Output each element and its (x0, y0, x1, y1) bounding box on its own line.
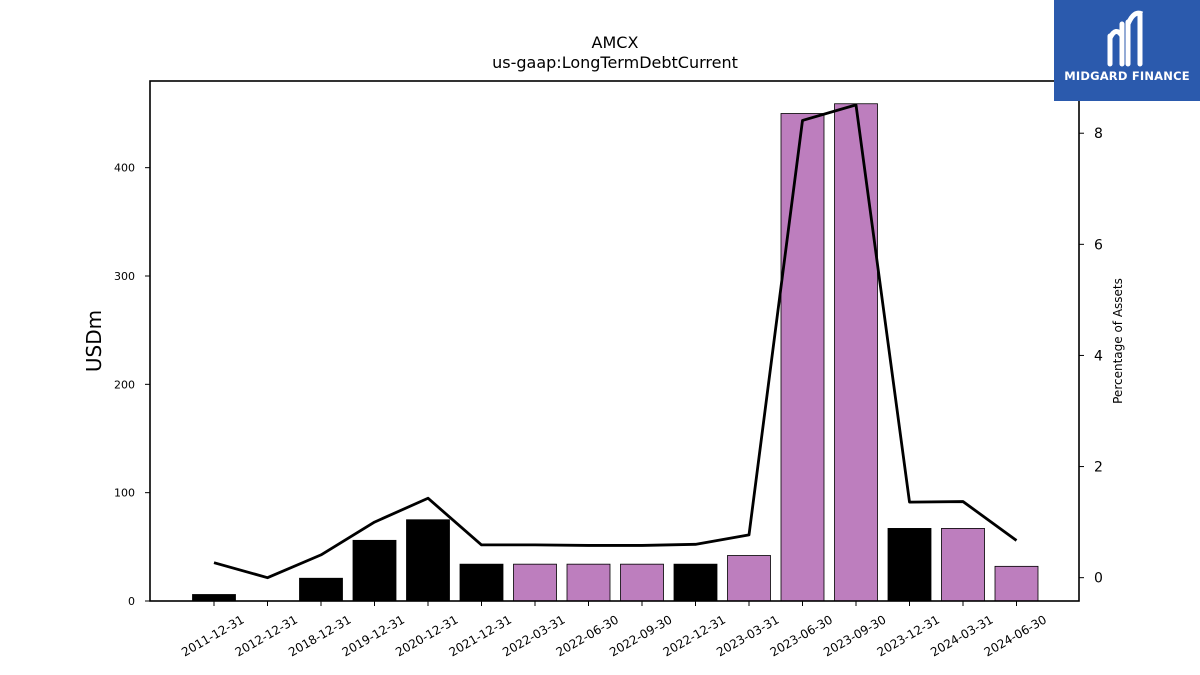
percentage-of-assets-line (213, 103, 1018, 580)
bar-2011-12-31 (192, 594, 236, 602)
y-tick-label: 200 (114, 378, 135, 391)
y-tick-label: 100 (114, 487, 135, 500)
brand-logo: MIDGARD FINANCE (1054, 0, 1200, 101)
bar-2021-12-31 (459, 563, 504, 602)
y-axis-label: USDm (82, 310, 106, 372)
bar-2019-12-31 (352, 539, 397, 602)
bar-2020-12-31 (406, 519, 450, 602)
brand-name: MIDGARD FINANCE (1064, 69, 1190, 83)
chart-subtitle: us-gaap:LongTermDebtCurrent (492, 53, 738, 72)
bar-2023-03-31 (727, 555, 771, 602)
y-tick-label: 300 (114, 270, 135, 283)
bar-2023-09-30 (834, 103, 878, 602)
y2-tick-label: 2 (1094, 460, 1103, 476)
bar-2024-06-30 (994, 565, 1039, 602)
bar-2022-03-31 (513, 563, 557, 602)
y2-tick-label: 0 (1094, 571, 1103, 587)
bar-2022-06-30 (566, 563, 611, 602)
y2-tick-label: 6 (1094, 237, 1103, 253)
y-tick-label: 0 (128, 595, 135, 608)
bar-2022-12-31 (673, 563, 718, 602)
y2-axis-label: Percentage of Assets (1111, 278, 1125, 404)
bar-2024-03-31 (941, 528, 985, 602)
y2-tick-label: 4 (1094, 348, 1103, 364)
plot-frame (149, 80, 1080, 602)
bar-2018-12-31 (299, 577, 343, 602)
y2-tick-label: 8 (1094, 126, 1103, 142)
bar-2023-06-30 (780, 113, 825, 602)
bar-2023-12-31 (887, 528, 932, 602)
midgard-logo-icon (1107, 10, 1144, 67)
bar-2022-09-30 (620, 563, 664, 602)
y-tick-label: 400 (114, 162, 135, 175)
chart-title: AMCX (592, 33, 639, 52)
